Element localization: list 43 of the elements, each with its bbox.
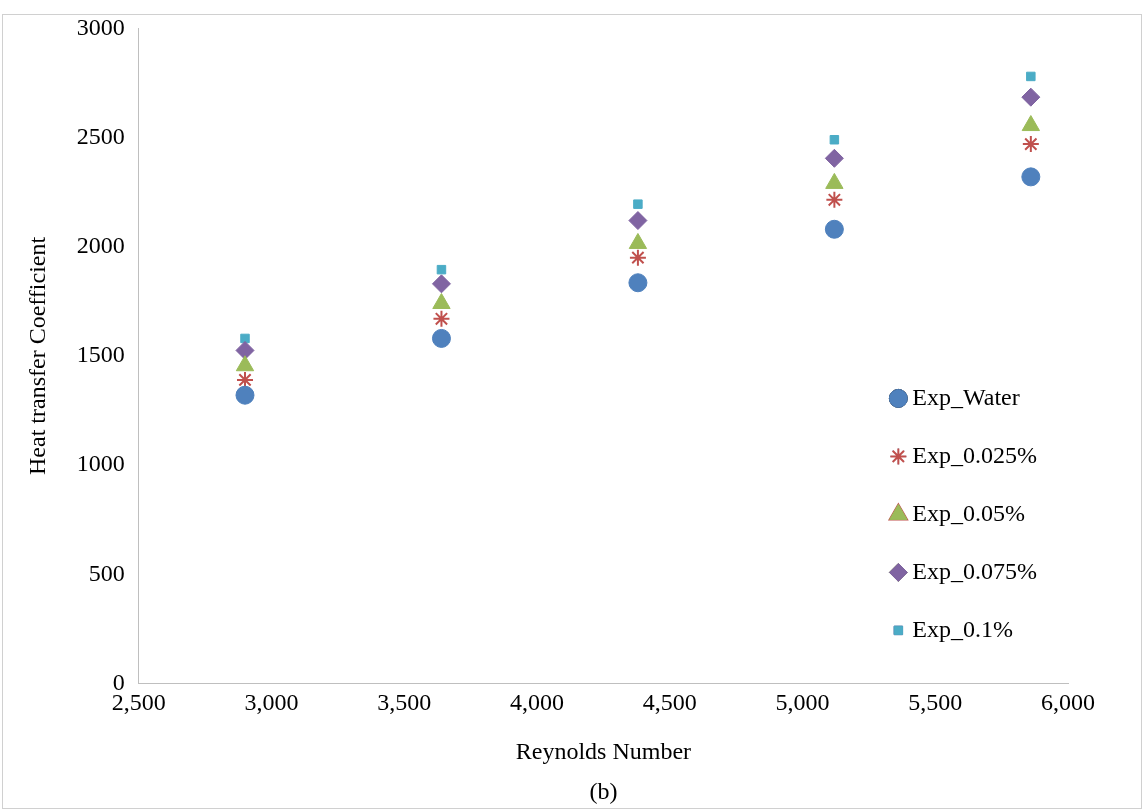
point [824,148,844,168]
point [431,274,451,294]
point [235,385,255,405]
y-tick-label: 2000 [76,232,125,259]
point [432,309,451,328]
x-tick-label: 3,000 [244,689,299,716]
point [829,135,840,145]
x-tick-label: 3,500 [377,689,432,716]
x-tick-label: 6,000 [1041,689,1095,716]
y-axis-title: Heat transfer Coefficient [23,236,50,475]
y-tick-label: 2500 [76,122,125,149]
point [1021,135,1040,154]
y-tick-label: 1500 [76,341,125,368]
point [628,273,648,293]
point [1026,71,1036,82]
point [235,355,255,372]
x-tick-label: 4,000 [510,689,565,716]
point [628,211,648,231]
x-axis-title: Reynolds Number [515,737,692,764]
point [825,190,844,209]
x-tick-label: 4,500 [642,689,697,716]
text: (b) [589,778,618,805]
x-tick-label: 5,000 [775,689,830,716]
point [1021,167,1041,187]
point [436,264,447,275]
legend-label: Exp_0.1% [912,615,1014,642]
point [235,370,254,389]
legend-label: Exp_0.075% [912,557,1038,584]
point [1021,87,1041,107]
point [628,248,647,267]
point [633,199,643,209]
point [824,219,844,239]
y-tick-label: 3000 [76,13,125,40]
legend-label: Exp_Water [912,383,1020,410]
legend-label: Exp_0.05% [912,499,1026,526]
point [431,328,451,348]
legend-label: Exp_0.025% [912,441,1038,468]
y-tick-label: 500 [88,559,125,586]
point [1021,115,1040,132]
point [240,333,250,344]
y-tick-label: 1000 [76,450,125,477]
point [235,340,255,360]
x-tick-label: 5,500 [908,689,963,716]
